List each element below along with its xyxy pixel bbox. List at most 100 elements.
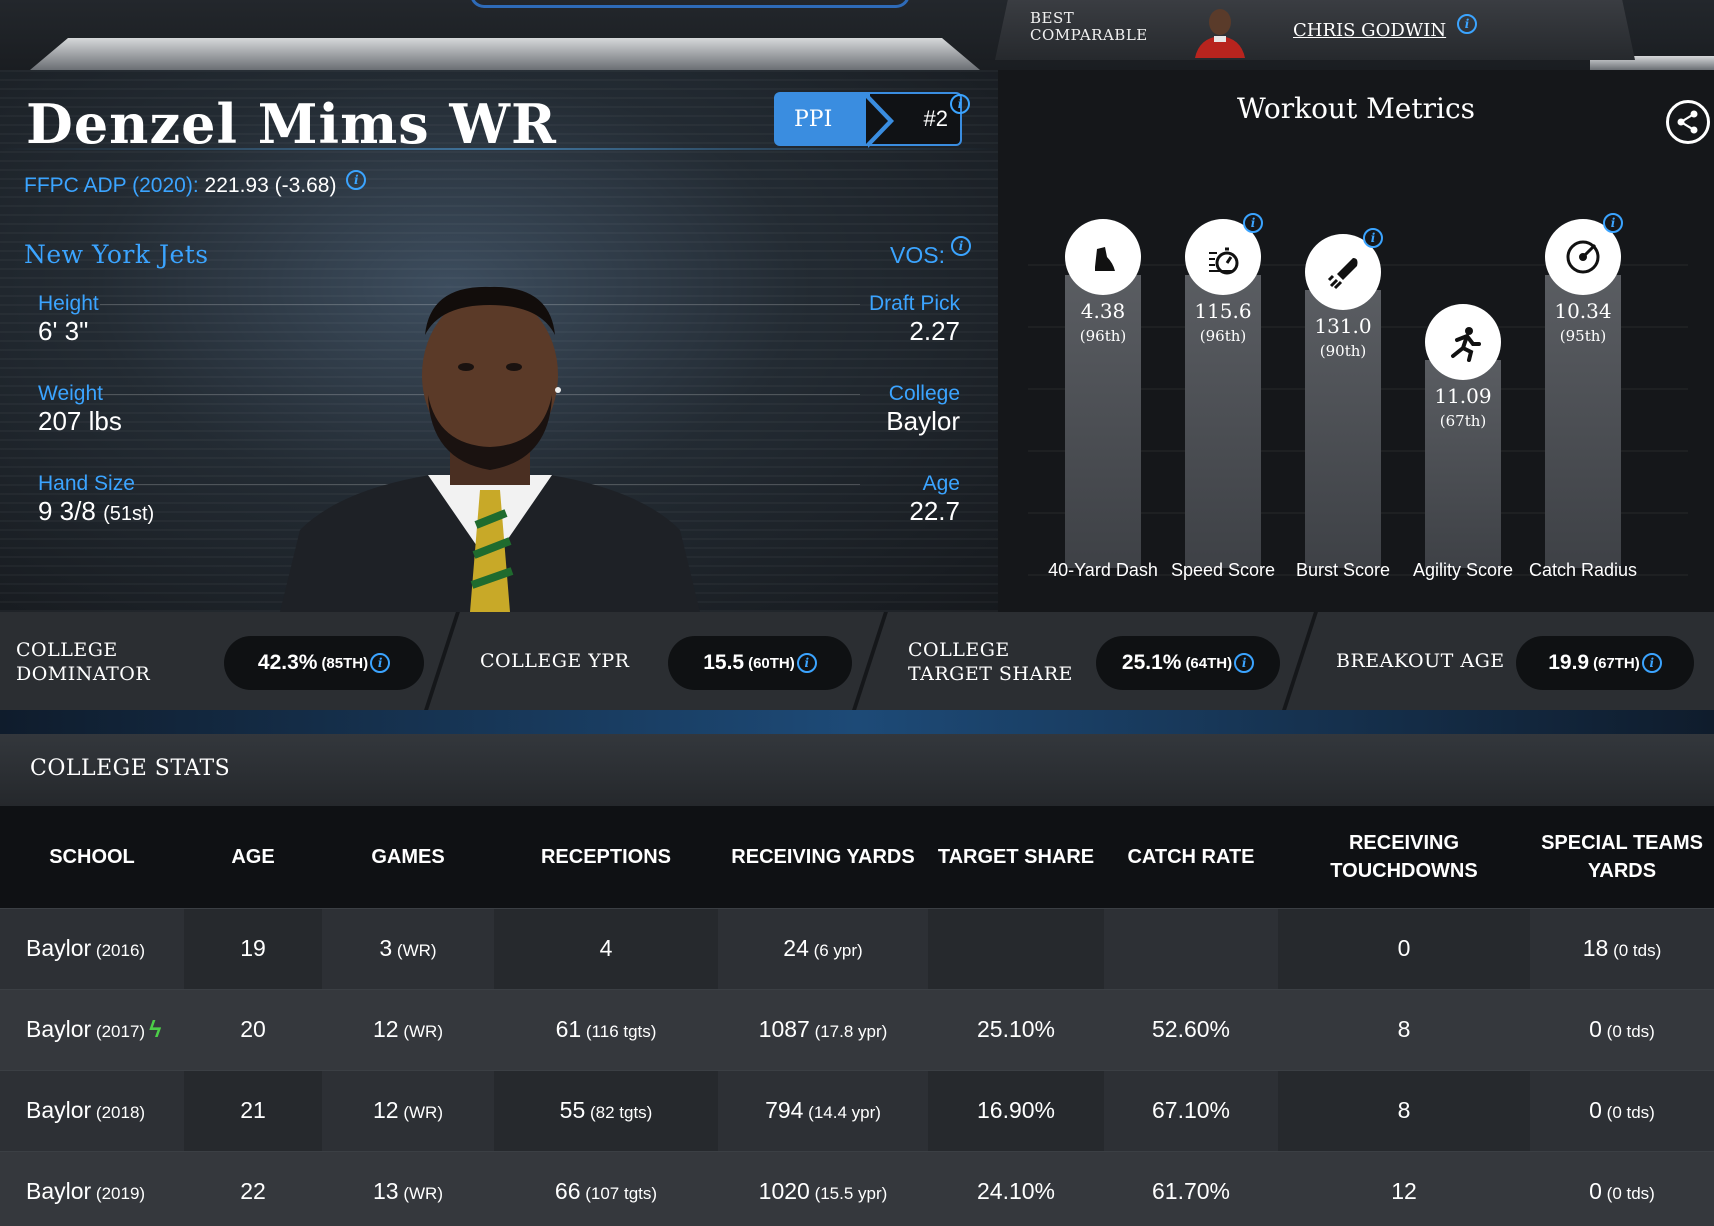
college-stats-header: COLLEGE STATS [0, 734, 1714, 806]
workout-bar [1185, 275, 1261, 568]
column-header[interactable]: SPECIAL TEAMS YARDS [1530, 806, 1714, 908]
table-cell: 24 (6 ypr) [718, 907, 928, 989]
breakout-age-info-icon[interactable]: i [1641, 653, 1662, 673]
workout-metrics-title: Workout Metrics [1236, 92, 1475, 125]
attr-draft-pick: Draft Pick 2.27 [868, 292, 960, 346]
ppi-rank: #2 [923, 106, 948, 131]
adp-value: 221.93 (-3.68) [204, 174, 337, 197]
metric-value: 11.09 [1434, 384, 1492, 408]
school-cell: Baylor (2018) [0, 1069, 184, 1151]
metric-rank: (90th) [1319, 342, 1367, 360]
header-shelf [30, 38, 980, 70]
adp-line: FFPC ADP (2020): 221.93 (-3.68) i [24, 170, 367, 198]
rocket-icon [1327, 258, 1358, 290]
table-cell: 0 (0 tds) [1530, 1150, 1714, 1226]
target-icon [1566, 240, 1600, 274]
metric-info-icon[interactable]: i [1603, 213, 1623, 233]
attr-weight: Weight 207 lbs [38, 382, 122, 436]
table-row: Baylor (2017) ϟ 20 12 (WR) 61 (116 tgts) 1087… [0, 988, 1714, 1070]
runner-icon [1451, 327, 1481, 362]
table-row: Baylor (2018) 21 12 (WR) 55 (82 tgts) 794 (1… [0, 1069, 1714, 1151]
table-cell: 13 (WR) [322, 1150, 494, 1226]
table-cell: 18 (0 tds) [1530, 907, 1714, 989]
column-header[interactable]: AGE [184, 806, 322, 908]
ypr-info-icon[interactable]: i [796, 653, 817, 673]
comparable-player-avatar [1195, 9, 1245, 58]
metric-rank: (95th) [1559, 327, 1607, 345]
target-share-info-icon[interactable]: i [1234, 653, 1255, 673]
column-header[interactable]: SCHOOL [0, 806, 184, 908]
table-cell: 8 [1278, 988, 1530, 1070]
workout-metrics-panel: Workout Metrics 4.38 (96th) 40-Yard Dash i 1… [998, 70, 1714, 612]
table-cell: 21 [184, 1069, 322, 1151]
adp-label: FFPC ADP (2020): [24, 174, 199, 197]
top-tab-outline [470, 0, 910, 8]
best-comparable-link[interactable]: CHRIS GODWIN [1293, 20, 1447, 41]
attr-age: Age 22.7 [909, 472, 960, 526]
workout-bar [1305, 290, 1381, 568]
metric-pill: 42.3% (85TH) i [224, 636, 424, 690]
column-header[interactable]: RECEIVING TOUCHDOWNS [1278, 806, 1530, 908]
metric-pill: 25.1% (64TH) i [1096, 636, 1280, 690]
metric-college-target-share: COLLEGE TARGET SHARE 25.1% (64TH) i [880, 612, 1300, 710]
vos-info-icon[interactable]: i [951, 236, 971, 256]
workout-bar [1425, 360, 1501, 568]
table-cell: 12 (WR) [322, 1069, 494, 1151]
table-cell: 0 [1278, 907, 1530, 989]
metric-value: 10.34 [1554, 299, 1612, 323]
table-row: Baylor (2019) 22 13 (WR) 66 (107 tgts) 1020 … [0, 1150, 1714, 1226]
column-header[interactable]: RECEIVING YARDS [718, 806, 928, 908]
table-row: Baylor (2016) 19 3 (WR) 4 24 (6 ypr) 0 18 (0 t… [0, 907, 1714, 989]
table-cell: 4 [494, 907, 718, 989]
school-cell: Baylor (2016) [0, 907, 184, 989]
table-cell: 20 [184, 988, 322, 1070]
school-cell: Baylor (2019) [0, 1150, 184, 1226]
metric-college-dominator: COLLEGE DOMINATOR 42.3% (85TH) i [0, 612, 430, 710]
column-header[interactable]: TARGET SHARE [928, 806, 1104, 908]
table-cell: 8 [1278, 1069, 1530, 1151]
workout-bar [1065, 275, 1141, 568]
stopwatch-icon [1209, 247, 1239, 275]
table-cell: 52.60% [1104, 988, 1278, 1070]
column-header[interactable]: GAMES [322, 806, 494, 908]
table-cell: 12 (WR) [322, 988, 494, 1070]
attr-hand-size: Hand Size 9 3/8 (51st) [38, 472, 155, 526]
table-cell: 66 (107 tgts) [494, 1150, 718, 1226]
column-header[interactable]: RECEPTIONS [494, 806, 718, 908]
table-cell: 19 [184, 907, 322, 989]
ppi-label: PPI [774, 92, 870, 146]
table-cell: 3 (WR) [322, 907, 494, 989]
column-header[interactable]: CATCH RATE [1104, 806, 1278, 908]
metric-info-icon[interactable]: i [1363, 228, 1383, 248]
metric-rank: (67th) [1439, 412, 1487, 430]
attr-college: College Baylor [886, 382, 960, 436]
table-cell: 61.70% [1104, 1150, 1278, 1226]
share-icon [1677, 110, 1698, 134]
metric-college-ypr: COLLEGE YPR 15.5 (60TH) i [450, 612, 870, 710]
ppi-info-icon[interactable]: i [950, 94, 970, 114]
team-name: New York Jets [24, 240, 209, 269]
table-cell: 22 [184, 1150, 322, 1226]
metric-info-icon[interactable]: i [1243, 213, 1263, 233]
table-cell [1104, 907, 1278, 989]
metric-value: 131.0 [1314, 314, 1372, 338]
best-comparable-panel: BEST COMPARABLE CHRIS GODWIN i [995, 0, 1635, 60]
college-stats-title: COLLEGE STATS [30, 756, 231, 781]
best-comparable-info-icon[interactable]: i [1457, 14, 1477, 34]
adp-info-icon[interactable]: i [346, 170, 367, 190]
table-cell: 0 (0 tds) [1530, 1069, 1714, 1151]
table-cell: 0 (0 tds) [1530, 988, 1714, 1070]
table-cell: 55 (82 tgts) [494, 1069, 718, 1151]
workout-metrics-chart [1028, 264, 1688, 576]
shoe-icon [1095, 247, 1115, 271]
table-cell: 25.10% [928, 988, 1104, 1070]
metric-label: Catch Radius [1528, 560, 1638, 580]
metric-icon-circle [1065, 219, 1141, 295]
table-header-row: SCHOOL AGE GAMES RECEPTIONS RECEIVING YARDS T… [0, 806, 1714, 908]
table-cell: 794 (14.4 ypr) [718, 1069, 928, 1151]
player-name: Denzel Mims WR [26, 92, 557, 156]
top-bar: BEST COMPARABLE CHRIS GODWIN i [0, 0, 1714, 70]
share-button[interactable] [1666, 100, 1710, 144]
dominator-info-icon[interactable]: i [370, 653, 391, 673]
vos-label: VOS: [890, 242, 945, 268]
